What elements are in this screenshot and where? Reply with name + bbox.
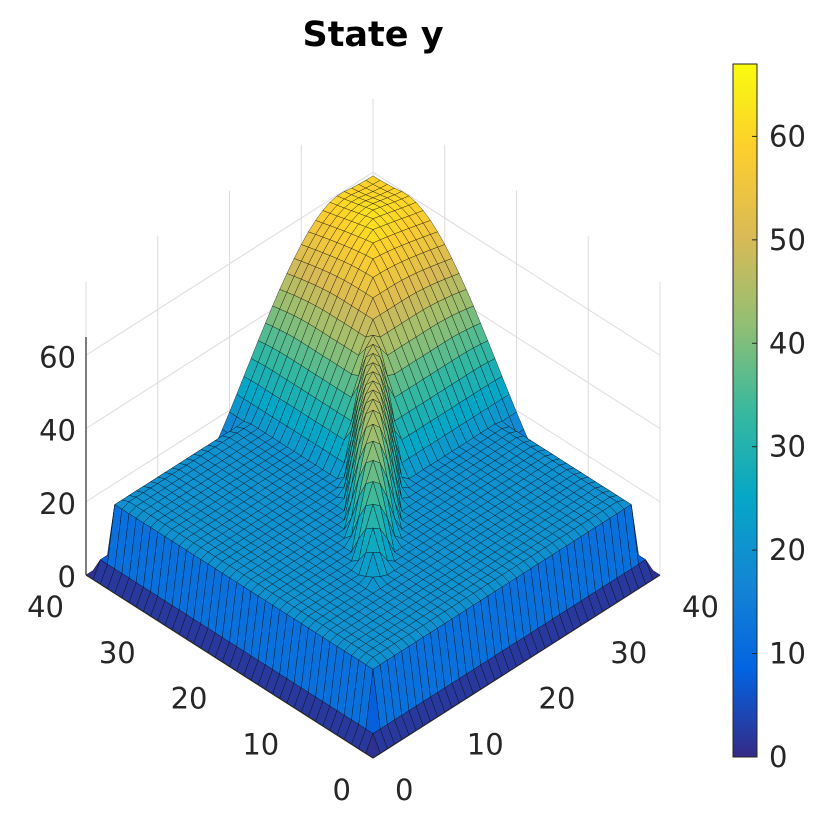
y-tick-label: 10 — [467, 727, 504, 761]
x-tick-label: 0 — [333, 773, 351, 807]
surface-plot — [85, 175, 661, 759]
grid-line — [85, 171, 374, 356]
x-tick-label: 10 — [242, 727, 279, 761]
grid-line — [372, 171, 661, 356]
colorbar: 0 10 20 30 40 50 60 — [732, 63, 806, 774]
colorbar-tick-label: 10 — [769, 637, 806, 671]
x-tick-label: 20 — [171, 682, 208, 716]
y-tick-label: 0 — [395, 773, 413, 807]
x-tick-label: 30 — [99, 636, 136, 670]
z-tick-label: 40 — [39, 414, 76, 448]
z-tick-label: 20 — [39, 487, 76, 521]
colorbar-tick-label: 0 — [769, 740, 787, 774]
z-tick-label: 60 — [39, 340, 76, 374]
x-tick-label: 40 — [27, 590, 64, 624]
chart-title: State y — [302, 15, 443, 55]
colorbar-tick-label: 40 — [769, 326, 806, 360]
y-tick-label: 20 — [539, 682, 576, 716]
colorbar-tick-label: 30 — [769, 430, 806, 464]
colorbar-gradient — [732, 63, 758, 758]
y-tick-label: 30 — [610, 636, 647, 670]
y-tick-label: 40 — [682, 590, 719, 624]
y-axis-line — [372, 574, 661, 759]
colorbar-tick-label: 50 — [769, 223, 806, 257]
colorbar-tick-label: 20 — [769, 533, 806, 567]
axes-frame — [85, 336, 661, 759]
colorbar-tick-label: 60 — [769, 119, 806, 153]
z-tick-label: 0 — [58, 560, 76, 594]
x-axis-line — [85, 574, 374, 759]
